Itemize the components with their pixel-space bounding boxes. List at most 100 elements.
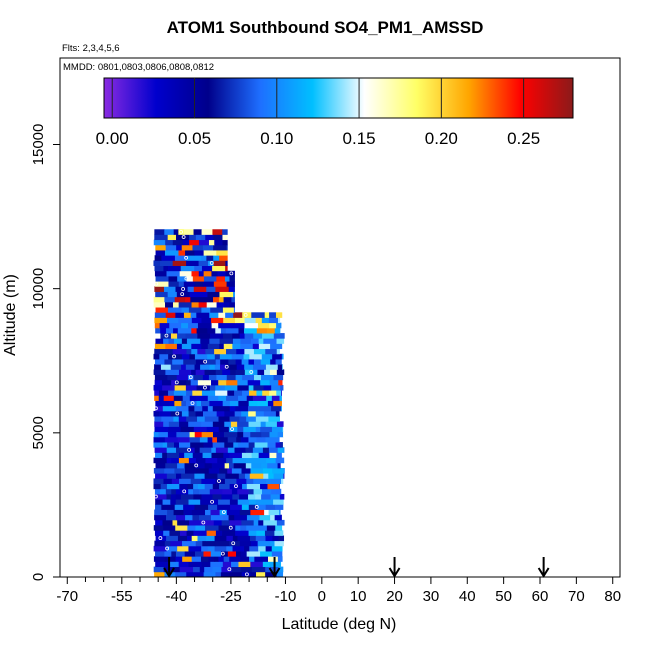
track-marker: [209, 261, 214, 265]
heatmap-cell: [174, 468, 186, 474]
heatmap-cell: [249, 535, 257, 542]
heatmap-cell: [276, 338, 285, 344]
heatmap-cell: [181, 493, 194, 500]
heatmap-cell: [197, 416, 206, 422]
heatmap-cell: [276, 452, 282, 459]
x-tick-label: 10: [350, 588, 367, 605]
heatmap-cell: [234, 410, 242, 417]
heatmap-cell: [175, 405, 189, 412]
heatmap-cell: [236, 348, 245, 355]
heatmap-cell: [206, 426, 220, 433]
heatmap-cell: [245, 447, 254, 453]
heatmap-cell: [213, 234, 223, 241]
heatmap-cell: [246, 478, 254, 484]
heatmap-cell: [189, 447, 195, 453]
heatmap-cell: [178, 281, 185, 287]
heatmap-cell: [185, 384, 197, 391]
heatmap-cell: [271, 551, 283, 557]
heatmap-cell: [232, 333, 241, 339]
heatmap-cell: [282, 364, 284, 370]
heatmap-cell: [175, 571, 187, 578]
heatmap-cell: [181, 244, 193, 251]
heatmap-cell: [207, 291, 220, 298]
heatmap-cell: [165, 488, 172, 495]
heatmap-cell: [252, 447, 264, 453]
heatmap-cell: [251, 462, 262, 469]
heatmap-cell: [178, 416, 187, 422]
flight-arrow: [388, 557, 401, 578]
heatmap-cell: [153, 442, 164, 448]
heatmap-cell: [177, 535, 188, 542]
heatmap-cell: [231, 561, 239, 568]
heatmap-cell: [194, 473, 206, 479]
heatmap-cell: [189, 431, 196, 438]
heatmap-cell: [197, 483, 206, 490]
heatmap-cell: [186, 390, 193, 396]
heatmap-cell: [154, 571, 165, 578]
heatmap-cell: [213, 281, 227, 287]
heatmap-cell: [257, 504, 267, 510]
heatmap-cell: [221, 566, 232, 573]
heatmap-cell: [244, 364, 254, 370]
heatmap-cell: [195, 457, 206, 464]
heatmap-cell: [246, 416, 257, 422]
heatmap-cell: [165, 301, 174, 308]
heatmap-cell: [239, 333, 245, 339]
heatmap-cell: [168, 400, 175, 407]
heatmap-cell: [177, 333, 186, 339]
heatmap-cell: [205, 234, 214, 241]
heatmap-cell: [174, 255, 188, 261]
heatmap-cell: [257, 540, 271, 547]
heatmap-cell: [186, 338, 201, 344]
heatmap-cell: [198, 270, 205, 277]
heatmap-cell: [176, 244, 183, 251]
heatmap-cell: [210, 333, 224, 339]
heatmap-cell: [197, 333, 211, 339]
heatmap-cell: [269, 452, 277, 459]
heatmap-cell: [231, 322, 245, 329]
flight-arrow-head: [163, 567, 175, 578]
colorbar-tick-label: 0.20: [425, 129, 458, 148]
track-marker: [210, 499, 215, 504]
x-tick-label: 80: [604, 588, 621, 605]
heatmap-cell: [175, 312, 185, 318]
heatmap-cell: [267, 442, 276, 448]
heatmap-cell: [166, 447, 177, 453]
heatmap-cell: [167, 234, 177, 241]
heatmap-cell: [163, 530, 170, 536]
heatmap-cell: [171, 551, 177, 557]
colorbar-tick-label: 0.15: [343, 129, 376, 148]
heatmap-cell: [155, 281, 169, 287]
heatmap-cell: [153, 296, 165, 303]
heatmap-cell: [265, 436, 279, 443]
colorbar-tick-label: 0.10: [260, 129, 293, 148]
track-marker: [243, 312, 248, 317]
heatmap-cell: [184, 452, 194, 459]
heatmap-cell: [237, 379, 249, 386]
heatmap-cell: [229, 400, 239, 407]
heatmap-cell: [166, 327, 174, 334]
heatmap-cell: [177, 436, 190, 443]
heatmap-cell: [153, 478, 164, 484]
heatmap-cell: [248, 504, 258, 510]
heatmap-cell: [265, 566, 279, 573]
heatmap-cell: [188, 421, 202, 427]
heatmap-cell: [190, 478, 202, 484]
heatmap-cell: [189, 436, 201, 443]
heatmap-cell: [232, 493, 240, 500]
heatmap-cell: [163, 395, 175, 401]
heatmap-cell: [260, 483, 268, 490]
heatmap-cell: [266, 327, 276, 334]
heatmap-cell: [256, 436, 266, 443]
heatmap-cell: [251, 452, 260, 459]
heatmap-cell: [222, 369, 231, 375]
heatmap-cell: [215, 369, 223, 375]
heatmap-cell: [224, 442, 234, 448]
heatmap-cell: [245, 462, 252, 469]
heatmap-cell: [184, 462, 196, 469]
heatmap-cell: [153, 431, 159, 438]
heatmap-cell: [154, 322, 160, 329]
heatmap-cell: [154, 255, 162, 261]
heatmap-cell: [212, 442, 225, 448]
heatmap-cell: [269, 322, 277, 329]
